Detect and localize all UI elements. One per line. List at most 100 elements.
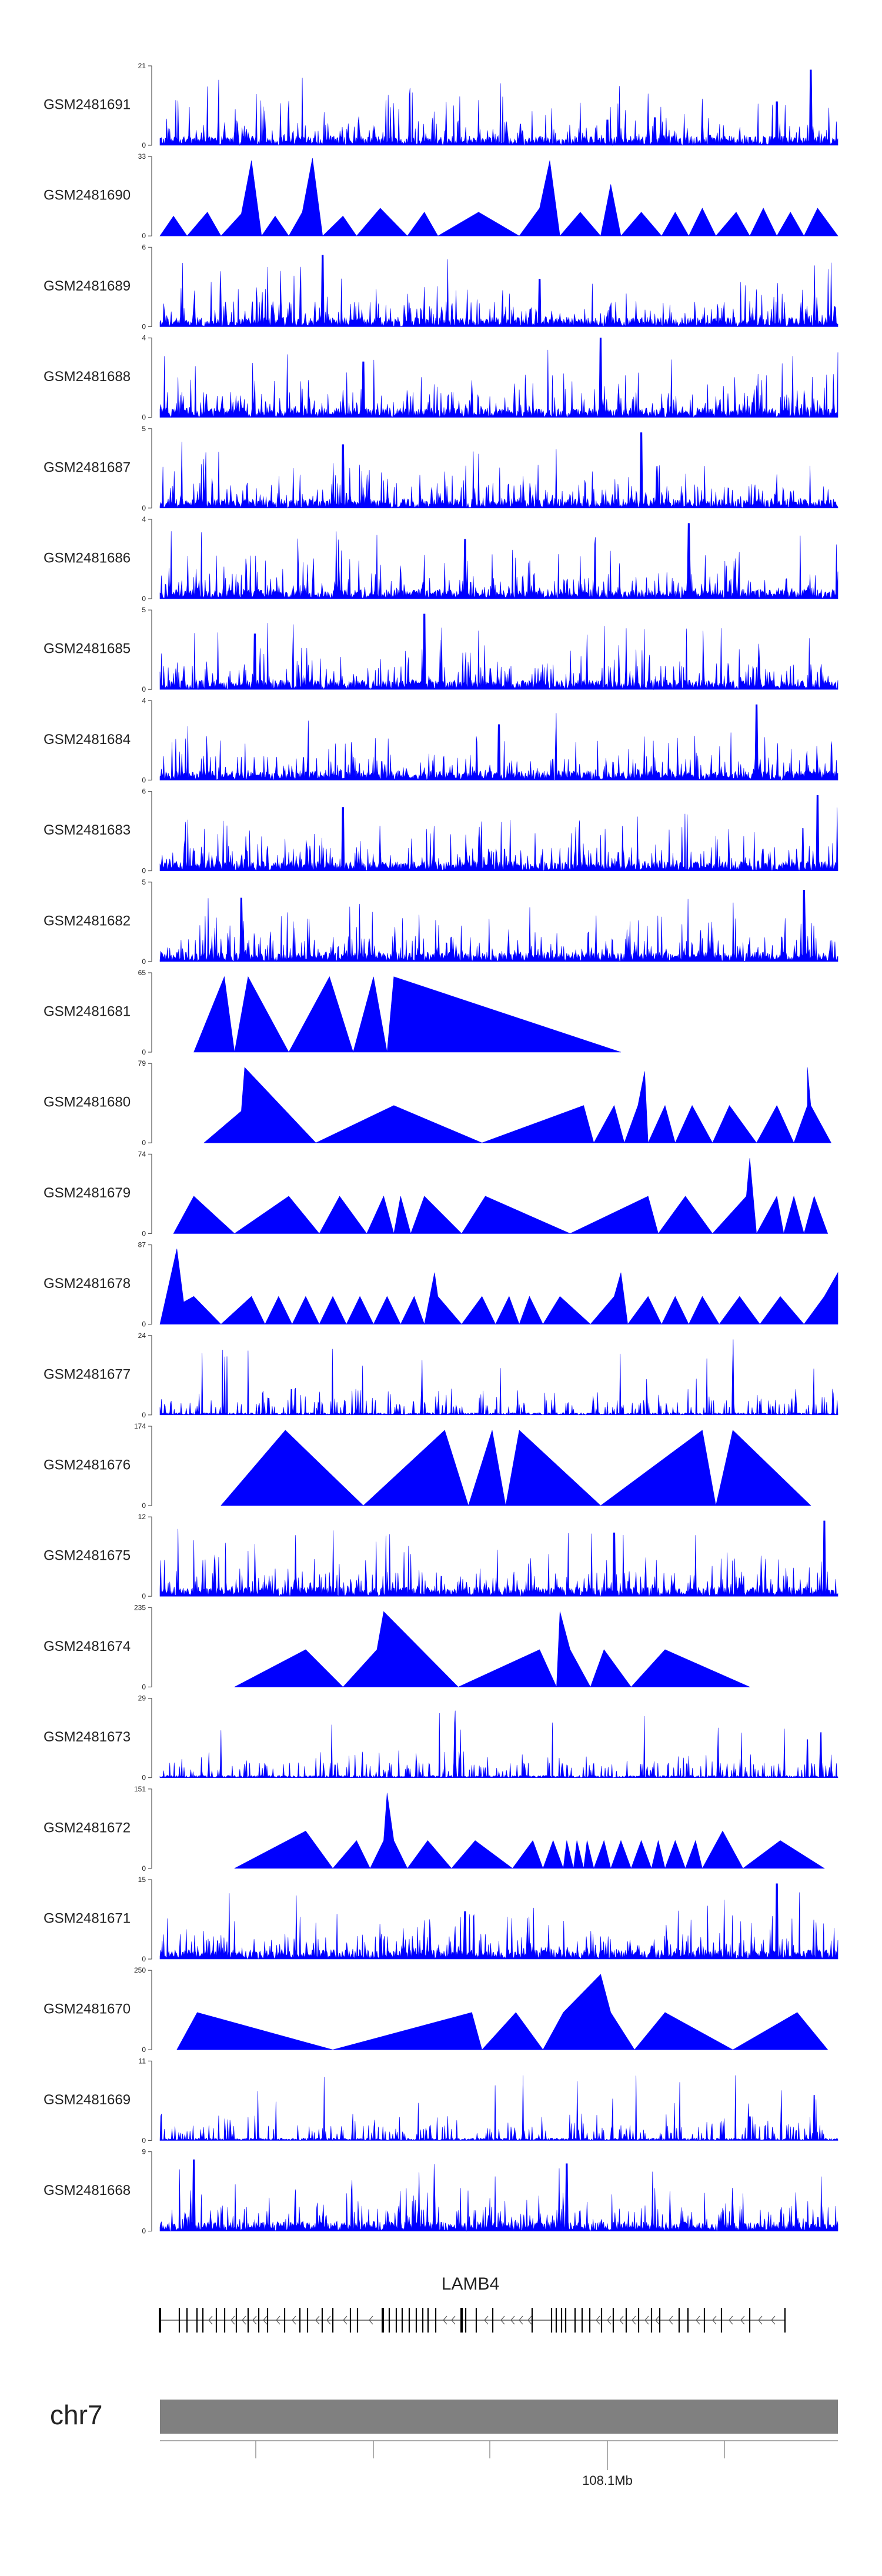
y-max-label: 11 <box>139 2057 146 2065</box>
coverage-area <box>159 158 838 237</box>
strand-arrow-icon <box>655 2315 660 2325</box>
y-max-label: 174 <box>134 1422 146 1430</box>
y-max-label: 151 <box>134 1785 146 1793</box>
exon-mark <box>382 2308 384 2333</box>
exon-mark <box>395 2308 397 2333</box>
track-label: GSM2481675 <box>44 1548 131 1564</box>
track-label: GSM2481676 <box>44 1457 131 1473</box>
coverage-area <box>159 890 838 962</box>
strand-arrow-icon <box>230 2315 235 2325</box>
y-max-label: 5 <box>142 878 146 886</box>
y-min-label: 0 <box>142 1139 146 1147</box>
exon-mark <box>235 2308 238 2333</box>
track-GSM2481672: GSM2481672 151 0 <box>44 1785 825 1873</box>
y-max-label: 65 <box>138 969 146 977</box>
strand-arrow-icon <box>500 2315 505 2325</box>
exon-mark <box>703 2308 706 2333</box>
y-min-label: 0 <box>142 1048 146 1056</box>
strand-arrow-icon <box>451 2315 456 2325</box>
exon-mark <box>258 2308 260 2333</box>
track-GSM2481670: GSM2481670 250 0 <box>44 1966 828 2054</box>
y-min-label: 0 <box>142 232 146 240</box>
exon-mark <box>625 2308 627 2333</box>
exon-mark <box>637 2308 640 2333</box>
y-min-label: 0 <box>142 957 146 966</box>
track-GSM2481680: GSM2481680 79 0 <box>44 1059 832 1147</box>
y-min-label: 0 <box>142 1501 146 1510</box>
strand-arrow-icon <box>510 2315 515 2325</box>
strand-arrow-icon <box>644 2315 649 2325</box>
track-label: GSM2481688 <box>44 369 131 385</box>
strand-arrow-icon <box>596 2315 600 2325</box>
coverage-area <box>234 1793 825 1869</box>
track-GSM2481685: GSM2481685 5 0 <box>44 606 838 693</box>
track-label: GSM2481689 <box>44 278 131 294</box>
track-GSM2481678: GSM2481678 87 0 <box>44 1241 838 1329</box>
exon-mark <box>196 2308 198 2333</box>
track-label: GSM2481684 <box>44 732 131 748</box>
track-GSM2481683: GSM2481683 6 0 <box>44 788 838 875</box>
coverage-area <box>159 2075 838 2141</box>
exon-mark <box>555 2308 557 2333</box>
x-tick-label: 108.1Mb <box>582 2473 633 2488</box>
y-min-label: 0 <box>142 595 146 603</box>
track-label: GSM2481668 <box>44 2183 131 2198</box>
track-label: GSM2481677 <box>44 1366 131 1382</box>
track-GSM2481690: GSM2481690 33 0 <box>44 152 838 240</box>
exon-mark <box>349 2308 352 2333</box>
exon-mark <box>465 2308 467 2333</box>
track-label: GSM2481679 <box>44 1185 131 1201</box>
y-min-label: 0 <box>142 1683 146 1691</box>
track-label: GSM2481669 <box>44 2092 131 2108</box>
track-GSM2481679: GSM2481679 74 0 <box>44 1150 828 1237</box>
exon-mark <box>720 2308 723 2333</box>
exon-mark <box>531 2308 533 2333</box>
strand-arrow-icon <box>369 2315 373 2325</box>
track-GSM2481687: GSM2481687 5 0 <box>44 425 838 512</box>
y-max-label: 4 <box>142 696 146 705</box>
coverage-area <box>159 523 838 599</box>
track-GSM2481673: GSM2481673 29 0 <box>44 1694 838 1782</box>
coverage-area <box>159 432 838 509</box>
y-max-label: 6 <box>142 788 146 796</box>
y-max-label: 21 <box>138 62 146 70</box>
exon-mark <box>266 2308 269 2333</box>
exon-mark <box>460 2308 463 2333</box>
track-label: GSM2481670 <box>44 2001 131 2017</box>
track-GSM2481676: GSM2481676 174 0 <box>44 1422 811 1510</box>
track-GSM2481677: GSM2481677 24 0 <box>44 1332 838 1419</box>
track-label: GSM2481683 <box>44 822 131 838</box>
y-max-label: 4 <box>142 334 146 342</box>
track-GSM2481668: GSM2481668 9 0 <box>44 2148 838 2235</box>
exon-mark <box>178 2308 181 2333</box>
strand-arrow-icon <box>740 2315 745 2325</box>
strand-arrow-icon <box>619 2315 624 2325</box>
exon-mark <box>159 2308 161 2333</box>
exon-mark <box>408 2308 410 2333</box>
coverage-area <box>203 1067 832 1144</box>
strand-arrow-icon <box>712 2315 717 2325</box>
y-min-label: 0 <box>142 2136 146 2144</box>
exon-mark <box>687 2308 689 2333</box>
strand-arrow-icon <box>208 2315 213 2325</box>
y-min-label: 0 <box>142 2046 146 2054</box>
exon-mark <box>321 2308 323 2333</box>
y-max-label: 235 <box>134 1603 146 1611</box>
y-min-label: 0 <box>142 867 146 875</box>
coverage-area <box>159 1339 838 1416</box>
track-GSM2481684: GSM2481684 4 0 <box>44 696 838 784</box>
y-max-label: 87 <box>138 1241 146 1249</box>
strand-arrow-icon <box>443 2315 447 2325</box>
track-label: GSM2481674 <box>44 1639 131 1654</box>
y-max-label: 33 <box>138 152 146 161</box>
coverage-area <box>173 1158 828 1234</box>
strand-arrow-icon <box>315 2315 320 2325</box>
track-label: GSM2481686 <box>44 550 131 566</box>
track-GSM2481674: GSM2481674 235 0 <box>44 1603 750 1691</box>
strand-arrow-icon <box>242 2315 246 2325</box>
y-min-label: 0 <box>142 141 146 149</box>
exon-mark <box>306 2308 309 2333</box>
y-min-label: 0 <box>142 1229 146 1237</box>
strand-arrow-icon <box>607 2315 612 2325</box>
